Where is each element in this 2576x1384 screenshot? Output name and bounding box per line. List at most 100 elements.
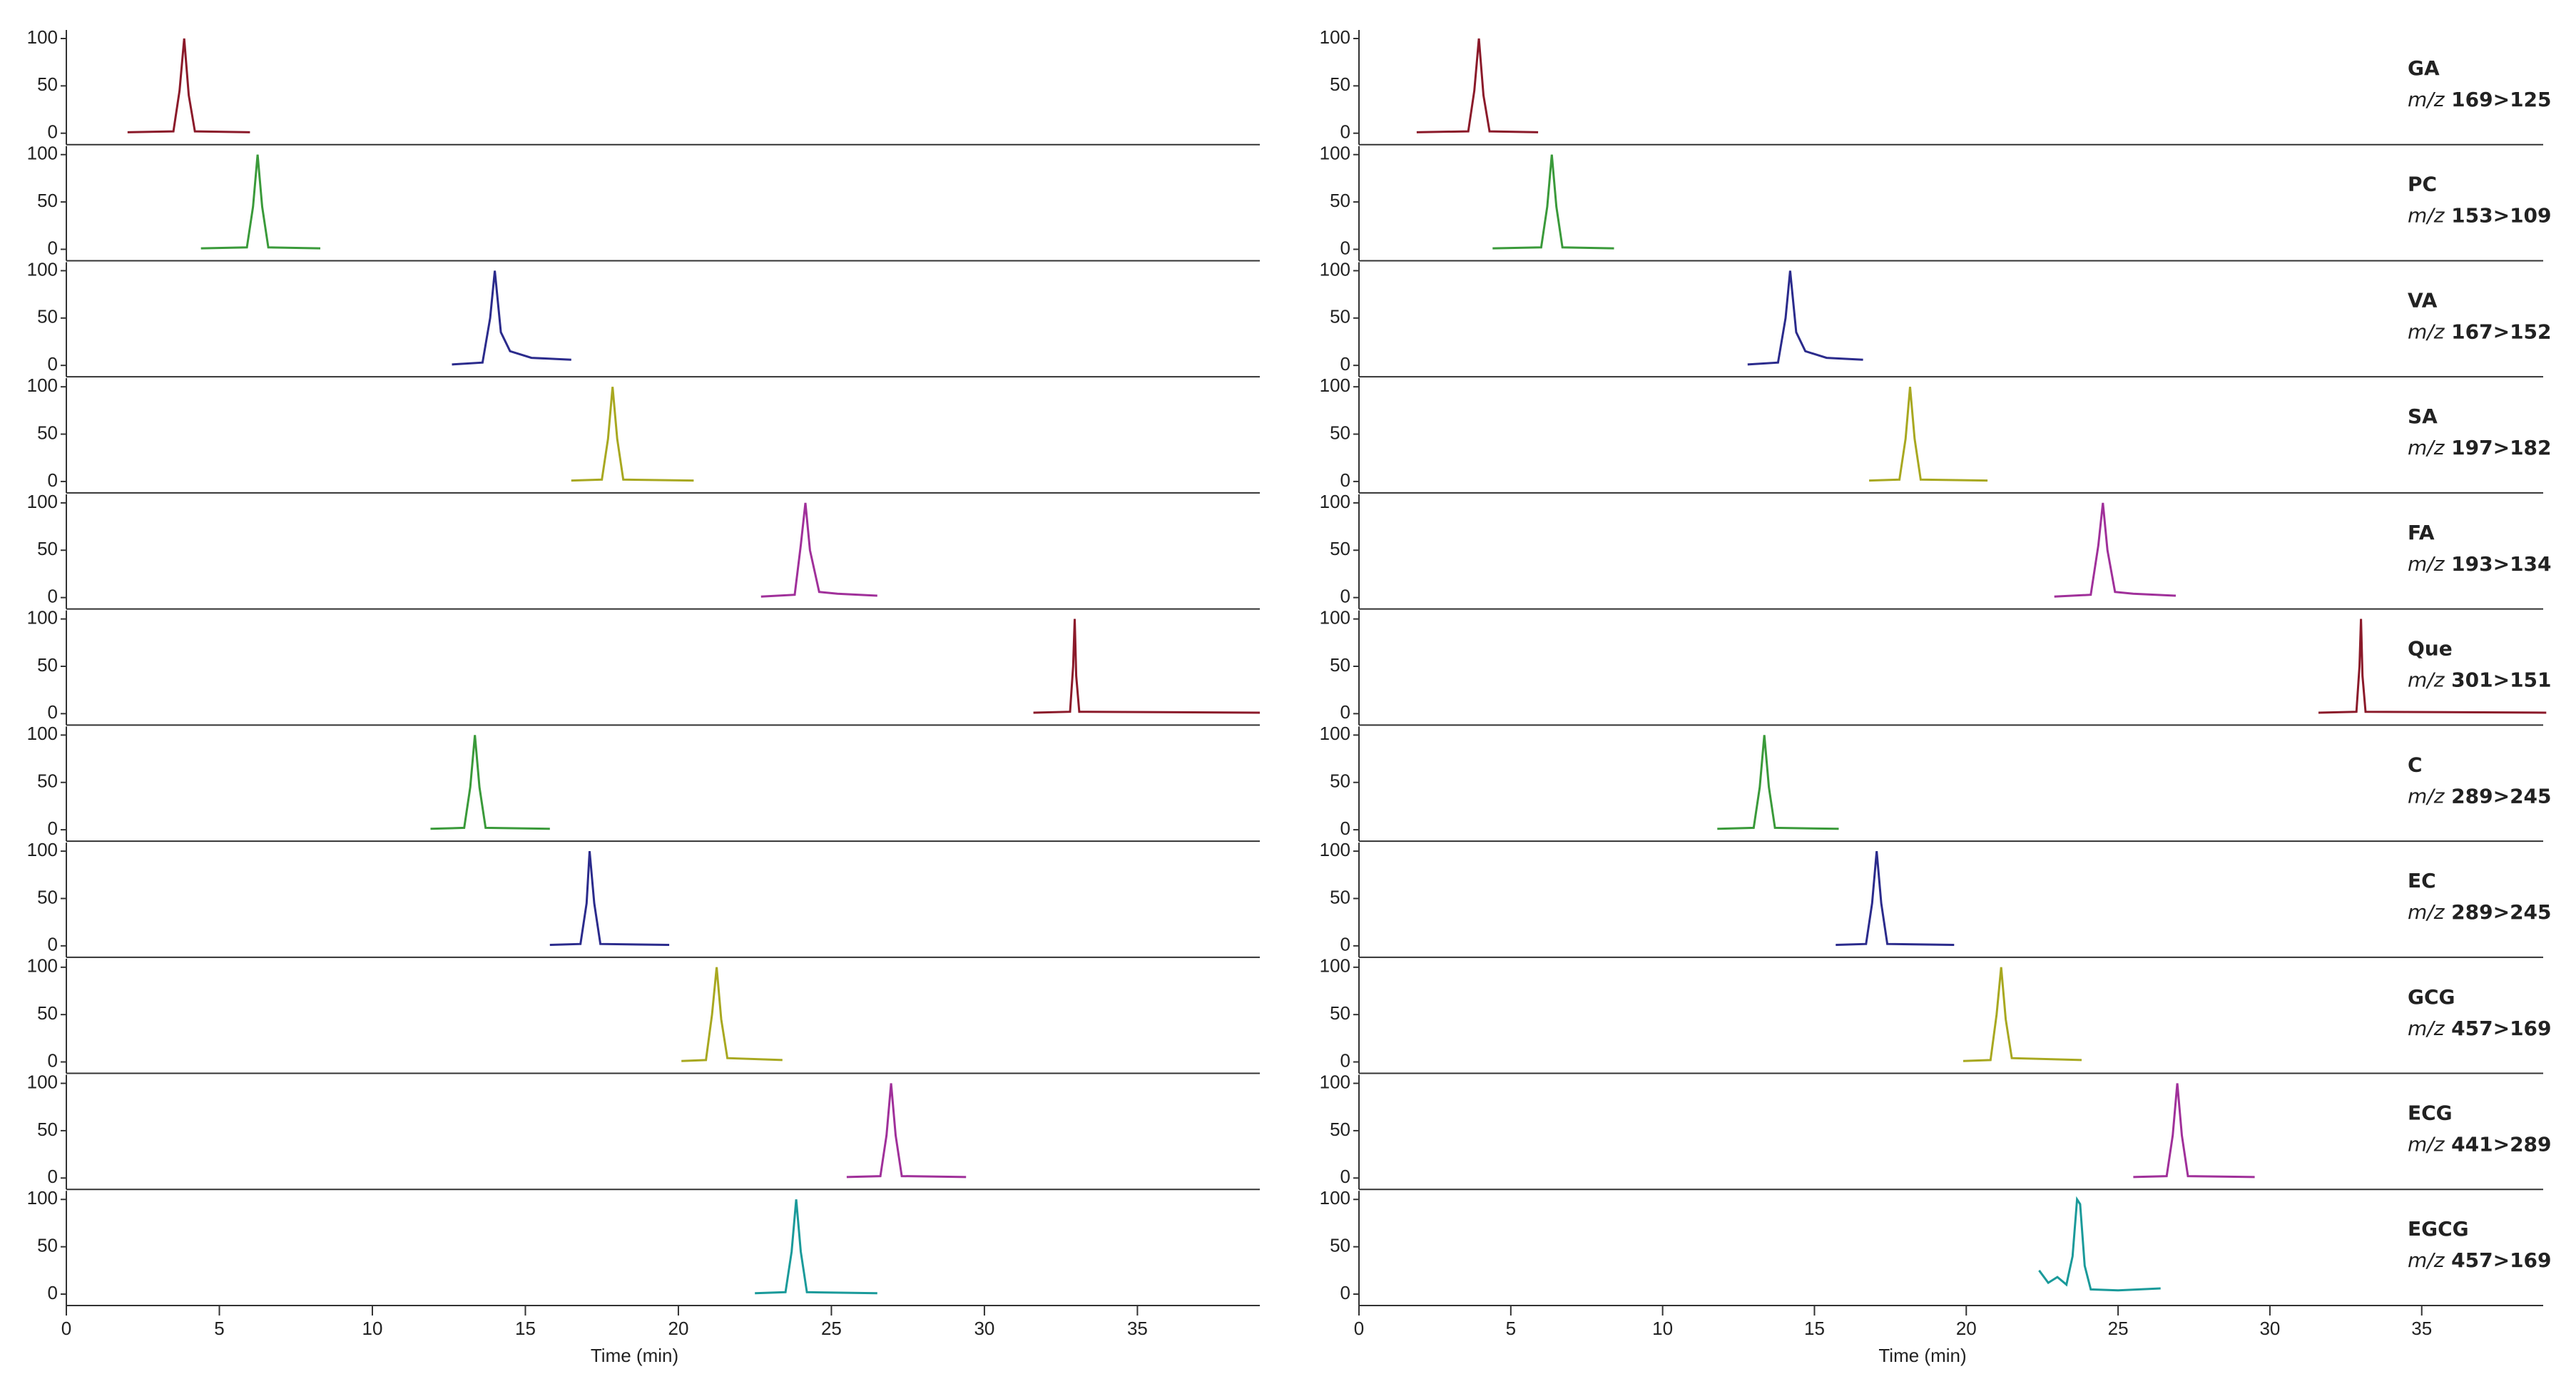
y-tick-label: 50	[37, 1235, 58, 1256]
transition: 153>109	[2451, 204, 2551, 228]
transition: 301>151	[2451, 668, 2551, 692]
transition-label: m/z 457>169	[2408, 1248, 2552, 1272]
y-tick-label: 0	[48, 353, 58, 375]
y-tick-label: 0	[48, 1049, 58, 1071]
transition: 457>169	[2451, 1017, 2551, 1040]
y-tick-label: 0	[48, 1166, 58, 1187]
trace	[549, 850, 670, 946]
y-tick-label: 0	[1340, 1282, 1350, 1303]
y-tick-label: 0	[48, 1282, 58, 1303]
x-tick-label: 35	[1127, 1318, 1148, 1339]
y-tick-label: 0	[1340, 353, 1350, 375]
trace	[681, 967, 783, 1062]
x-tick-label: 5	[1506, 1318, 1516, 1339]
transition-label: m/z 457>169	[2408, 1017, 2552, 1040]
transition: 197>182	[2451, 436, 2551, 459]
y-tick-label: 100	[1320, 491, 1350, 512]
x-tick-label: 15	[1804, 1318, 1825, 1339]
trace	[1033, 619, 1261, 714]
trace	[2133, 1083, 2255, 1179]
transition: 457>169	[2451, 1248, 2551, 1272]
trace	[2038, 1196, 2161, 1292]
y-tick-label: 0	[1340, 121, 1350, 143]
transition-label: m/z 441>289	[2408, 1133, 2552, 1156]
y-tick-label: 50	[1330, 654, 1350, 676]
x-tick-label: 20	[1956, 1318, 1977, 1339]
y-tick-label: 50	[1330, 306, 1350, 327]
compound-name: EGCG	[2408, 1217, 2469, 1241]
compound-name: GCG	[2408, 985, 2455, 1009]
trace	[755, 1199, 877, 1295]
y-tick-label: 0	[1340, 818, 1350, 839]
trace	[1416, 38, 1539, 133]
y-tick-label: 50	[1330, 190, 1350, 211]
y-tick-label: 100	[27, 26, 58, 48]
trace	[452, 270, 571, 366]
x-tick-label: 25	[2108, 1318, 2129, 1339]
x-tick-label: 0	[1354, 1318, 1364, 1339]
x-tick-label: 30	[2259, 1318, 2280, 1339]
ion-label: m/z	[2408, 88, 2445, 111]
ion-label: m/z	[2408, 900, 2445, 924]
transition-label: m/z 153>109	[2408, 204, 2552, 228]
trace	[760, 502, 877, 598]
y-tick-label: 100	[27, 723, 58, 744]
y-tick-label: 100	[1320, 723, 1350, 744]
y-tick-label: 50	[37, 190, 58, 211]
y-tick-label: 50	[1330, 1119, 1350, 1140]
trace	[846, 1083, 967, 1179]
y-tick-label: 100	[27, 839, 58, 860]
compound-name: VA	[2408, 288, 2438, 312]
y-tick-label: 50	[1330, 422, 1350, 443]
y-tick-label: 50	[1330, 538, 1350, 559]
y-tick-label: 50	[1330, 73, 1350, 95]
transition-label: m/z 197>182	[2408, 436, 2552, 459]
y-tick-label: 100	[27, 375, 58, 396]
transition: 193>134	[2451, 552, 2551, 576]
trace	[2054, 502, 2177, 598]
y-tick-label: 50	[37, 73, 58, 95]
transition-label: m/z 193>134	[2408, 552, 2552, 576]
compound-name: Que	[2408, 637, 2453, 661]
y-tick-label: 0	[1340, 934, 1350, 955]
x-axis-title: Time (min)	[591, 1345, 678, 1366]
y-tick-label: 0	[48, 701, 58, 723]
y-tick-label: 100	[1320, 607, 1350, 629]
y-tick-label: 100	[1320, 955, 1350, 977]
y-tick-label: 100	[27, 1187, 58, 1209]
compound-name: GA	[2408, 56, 2440, 80]
x-axis-title: Time (min)	[1878, 1345, 1966, 1366]
trace	[1869, 387, 1988, 482]
y-tick-label: 100	[27, 1071, 58, 1092]
ion-label: m/z	[2408, 204, 2445, 228]
x-tick-label: 35	[2411, 1318, 2432, 1339]
y-tick-label: 0	[48, 586, 58, 607]
x-tick-label: 0	[61, 1318, 71, 1339]
y-tick-label: 100	[1320, 839, 1350, 860]
x-tick-label: 10	[1652, 1318, 1673, 1339]
trace	[1747, 270, 1863, 366]
trace	[200, 154, 321, 250]
transition: 289>245	[2451, 784, 2551, 808]
y-tick-label: 0	[48, 934, 58, 955]
y-tick-label: 50	[37, 654, 58, 676]
trace	[127, 38, 250, 133]
trace	[1717, 735, 1839, 830]
x-tick-label: 20	[668, 1318, 688, 1339]
y-tick-label: 50	[37, 538, 58, 559]
compound-name: SA	[2408, 404, 2438, 428]
y-tick-label: 100	[27, 955, 58, 977]
compound-name: PC	[2408, 173, 2437, 196]
y-tick-label: 0	[48, 469, 58, 491]
y-tick-label: 50	[1330, 1002, 1350, 1024]
x-tick-label: 10	[362, 1318, 383, 1339]
ion-label: m/z	[2408, 1248, 2445, 1272]
y-tick-label: 0	[48, 818, 58, 839]
y-tick-label: 100	[1320, 1071, 1350, 1092]
y-tick-label: 50	[1330, 1235, 1350, 1256]
transition-label: m/z 301>151	[2408, 668, 2552, 692]
y-tick-label: 50	[37, 886, 58, 907]
y-tick-label: 100	[27, 143, 58, 164]
y-tick-label: 0	[1340, 1049, 1350, 1071]
